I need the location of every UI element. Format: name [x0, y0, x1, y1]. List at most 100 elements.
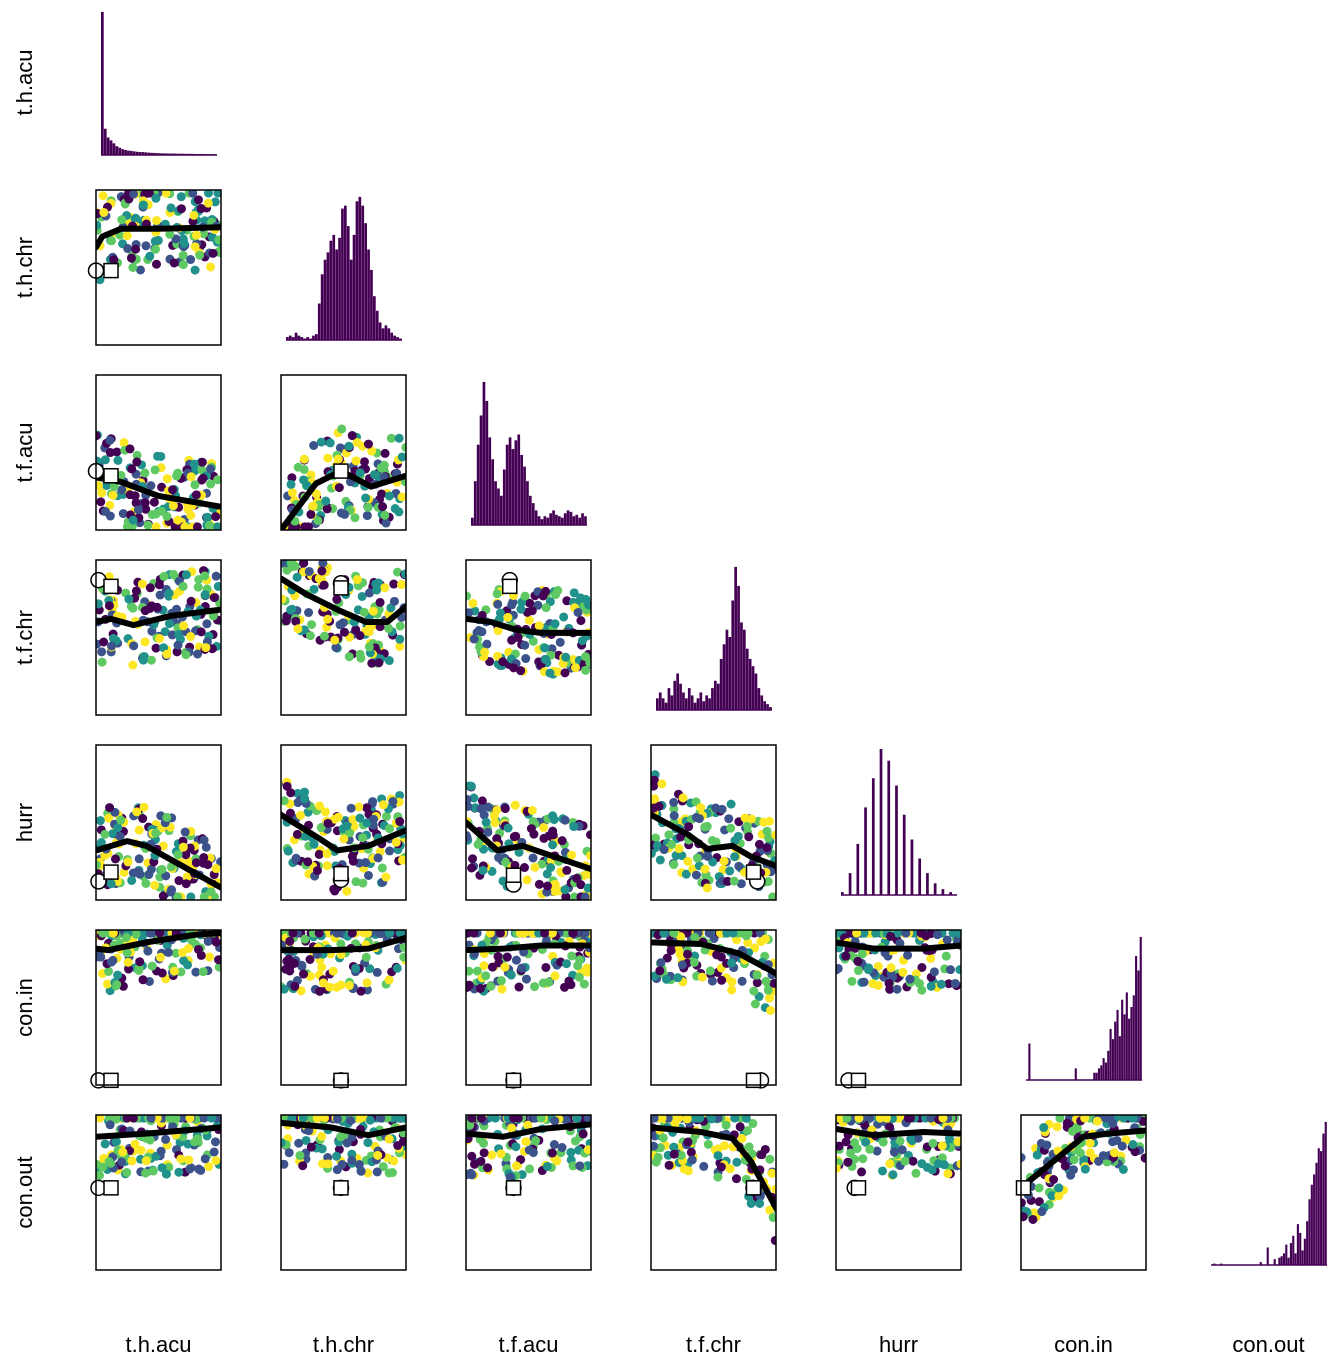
histogram-bar	[124, 149, 127, 155]
data-point	[537, 859, 547, 869]
data-point	[707, 1115, 717, 1124]
histogram-bar	[1296, 1224, 1299, 1265]
data-point	[521, 1137, 531, 1147]
data-point	[322, 861, 332, 871]
data-point	[167, 630, 177, 640]
data-point	[770, 1235, 776, 1245]
data-point	[162, 649, 172, 659]
data-point	[132, 807, 142, 817]
data-point	[160, 627, 170, 637]
data-point	[384, 975, 394, 985]
data-point	[151, 509, 161, 519]
data-point	[748, 1119, 758, 1129]
data-point	[156, 1146, 166, 1156]
reference-square-marker	[333, 1072, 349, 1089]
data-point	[691, 813, 701, 823]
histogram-bar	[349, 259, 353, 340]
data-point	[468, 854, 478, 864]
histogram-bar	[511, 449, 515, 525]
data-point	[885, 1122, 895, 1132]
data-point	[762, 826, 772, 836]
histogram-bar	[121, 149, 124, 155]
data-point	[363, 1138, 373, 1148]
panel-frame	[650, 744, 777, 901]
histogram-bar	[711, 688, 714, 710]
data-point	[386, 433, 396, 443]
histogram-bar	[1102, 1058, 1105, 1080]
data-point	[525, 1164, 535, 1174]
histogram-bar	[1137, 970, 1140, 1080]
data-point	[322, 504, 332, 514]
y-axis-label-con-out: con.out	[12, 1156, 37, 1228]
data-point	[100, 1139, 110, 1149]
data-point	[157, 482, 167, 492]
data-point	[1055, 1115, 1065, 1123]
data-point	[917, 962, 927, 972]
data-point	[677, 960, 687, 970]
data-point	[669, 1142, 679, 1152]
data-point	[853, 966, 863, 976]
data-point	[176, 192, 186, 202]
histogram-bar	[690, 695, 694, 710]
histogram-bar	[540, 519, 544, 525]
data-point	[857, 949, 867, 959]
data-point	[206, 464, 216, 474]
scatter-panel-con-out-vs-t-h-acu	[90, 1114, 222, 1271]
data-point	[490, 1115, 500, 1123]
data-point	[508, 597, 518, 607]
data-point	[184, 1155, 194, 1165]
data-point	[213, 581, 221, 591]
data-point	[572, 873, 582, 883]
data-point	[889, 1147, 899, 1157]
data-point	[104, 601, 114, 611]
histogram-bar	[534, 510, 538, 525]
histogram-bar	[1104, 1062, 1107, 1080]
data-point	[377, 863, 387, 873]
histogram-bar	[159, 153, 162, 155]
histogram-bar	[1259, 1262, 1262, 1265]
data-point	[394, 507, 404, 517]
histogram-bar	[214, 154, 217, 155]
histogram-bar	[202, 153, 206, 155]
histogram-bar	[572, 516, 576, 525]
data-point	[506, 970, 516, 980]
data-point	[157, 864, 167, 874]
histogram-bar	[306, 337, 309, 340]
data-point	[655, 1143, 665, 1153]
data-point	[394, 433, 404, 443]
data-point	[140, 637, 150, 647]
scatter-panel-hurr-vs-t-f-acu	[465, 744, 592, 901]
data-point	[281, 1159, 289, 1169]
data-point	[149, 497, 159, 507]
data-point	[171, 1115, 181, 1123]
histogram-bar	[1301, 1250, 1304, 1265]
data-point	[466, 781, 476, 791]
data-point	[667, 839, 677, 849]
data-point	[194, 944, 204, 954]
trend-line	[1021, 1127, 1146, 1191]
data-point	[378, 1162, 388, 1172]
data-point	[566, 1147, 576, 1157]
data-point	[1128, 1139, 1138, 1149]
data-point	[936, 979, 946, 989]
panel-frame	[465, 744, 592, 901]
histogram-bar	[520, 454, 523, 525]
histogram-bar	[147, 152, 151, 155]
reference-square-marker	[333, 1180, 349, 1196]
histogram-bar	[138, 152, 142, 155]
data-point	[96, 431, 101, 441]
data-point	[287, 560, 297, 568]
data-point	[141, 1156, 151, 1166]
data-point	[316, 823, 326, 833]
data-point	[151, 244, 161, 254]
data-point	[385, 846, 395, 856]
data-point	[204, 520, 214, 530]
histogram-bar	[745, 648, 749, 710]
histogram-bar	[1097, 1068, 1101, 1080]
data-point	[393, 1115, 403, 1123]
data-point	[483, 827, 493, 837]
data-point	[201, 643, 211, 653]
data-point	[104, 966, 114, 976]
histogram-bar	[658, 692, 662, 710]
